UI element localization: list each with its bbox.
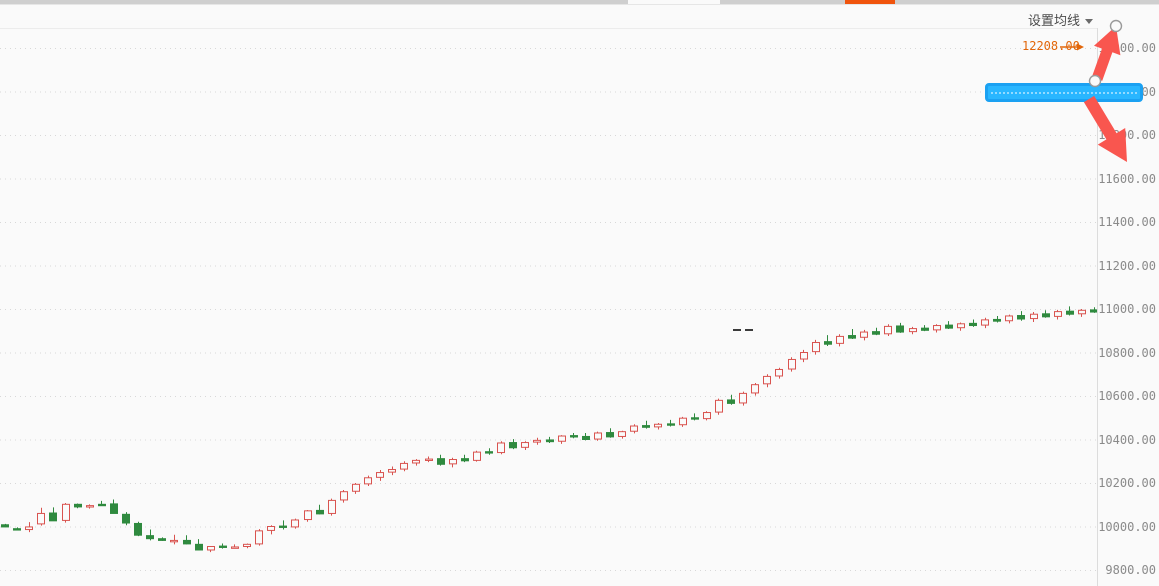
set-moving-average-button[interactable]: 设置均线 (1024, 10, 1097, 32)
toolbar-indicator-right[interactable] (895, 0, 1159, 4)
highlight-band-inner-line (991, 92, 1137, 93)
axis-tick-label: 10000.00 (1098, 519, 1156, 534)
candlestick-series (1, 306, 1097, 553)
axis-tick-label: 10600.00 (1098, 389, 1156, 403)
toolbar-indicator-active[interactable] (845, 0, 895, 4)
axis-tick-label: 11400.00 (1098, 215, 1156, 229)
price-level-highlight-band[interactable] (985, 83, 1143, 102)
chevron-down-icon (1085, 18, 1093, 24)
axis-tick-label: 11800.00 (1098, 128, 1156, 142)
axis-tick-label: 12200.00 (1098, 41, 1156, 55)
axis-tick-label: 11200.00 (1098, 258, 1156, 273)
last-price-callout: 12208.00 (1022, 39, 1080, 53)
axis-tick-label: 9800.00 (1105, 563, 1156, 577)
axis-tick-label: 10800.00 (1098, 345, 1156, 360)
candlestick-plot-area[interactable] (0, 28, 1097, 586)
toolbar-divider (0, 4, 1159, 5)
axis-tick-label: 10400.00 (1098, 432, 1156, 447)
toolbar-indicator-middle[interactable] (720, 0, 845, 4)
gridlines (0, 48, 1097, 571)
set-moving-average-label: 设置均线 (1027, 13, 1080, 28)
chart-toolbar: 设置均线 (0, 5, 1159, 29)
top-toolbar-strip (0, 0, 1159, 5)
candlestick-svg (0, 48, 1097, 571)
price-axis[interactable]: 12200.0012000.0011800.0011600.0011400.00… (1097, 28, 1159, 586)
axis-tick-label: 11000.00 (1098, 302, 1156, 316)
axis-tick-label: 11600.00 (1098, 171, 1156, 186)
axis-tick-label: 10200.00 (1098, 476, 1156, 490)
toolbar-indicator-left[interactable] (0, 0, 628, 4)
